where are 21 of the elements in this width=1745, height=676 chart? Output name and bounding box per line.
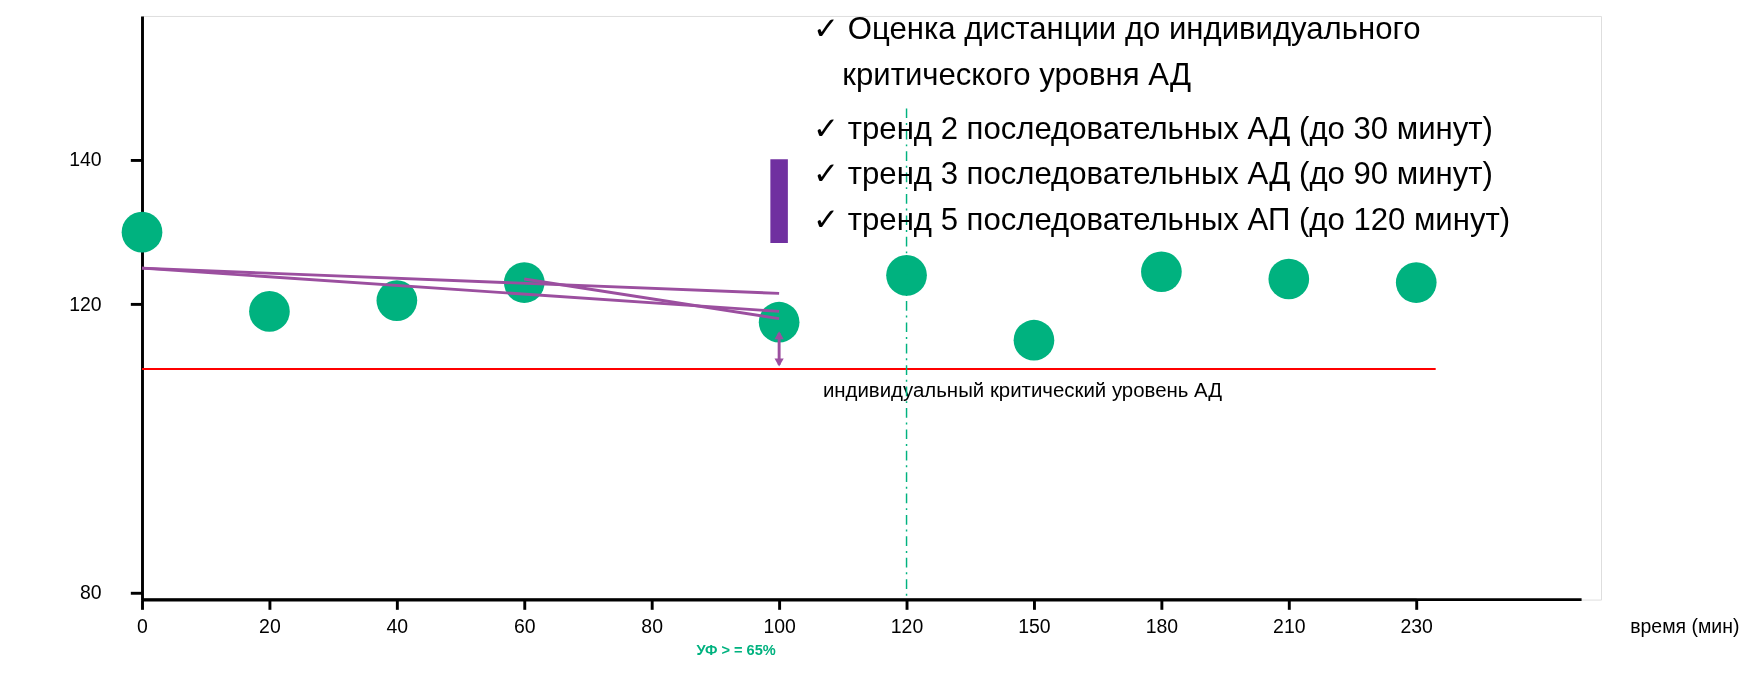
annotation: критического уровня АД — [842, 57, 1192, 93]
x-tick-label: 150 — [1018, 615, 1051, 638]
y-tick-label: 140 — [69, 148, 102, 171]
x-tick-label: 230 — [1400, 615, 1434, 638]
annotation: ✓ Оценка дистанции до индивидуального — [813, 11, 1421, 47]
y-tick-label: 120 — [69, 292, 102, 315]
y-tick-label: 80 — [80, 580, 102, 603]
annotation: ✓ тренд 3 последовательных АД (до 90 минут) — [813, 156, 1493, 192]
text: время (мин) — [1630, 614, 1740, 637]
annotation: ✓ тренд 2 последовательных АД (до 30 минут) — [813, 110, 1493, 146]
x-tick-label: 40 — [386, 615, 409, 638]
x-tick-label: 20 — [259, 615, 281, 638]
x-tick-label: 0 — [137, 615, 149, 638]
x-tick-label: 60 — [513, 615, 536, 638]
x-tick-label: 120 — [890, 615, 924, 638]
x-tick-label: 80 — [641, 615, 664, 638]
text: УФ > = 65% — [696, 642, 776, 659]
annotation: ✓ тренд 5 последовательных АП (до 120 минут) — [813, 201, 1511, 237]
x-tick-label: 210 — [1273, 615, 1306, 638]
x-tick-label: 180 — [1145, 615, 1179, 638]
x-tick-label: 100 — [763, 615, 797, 638]
